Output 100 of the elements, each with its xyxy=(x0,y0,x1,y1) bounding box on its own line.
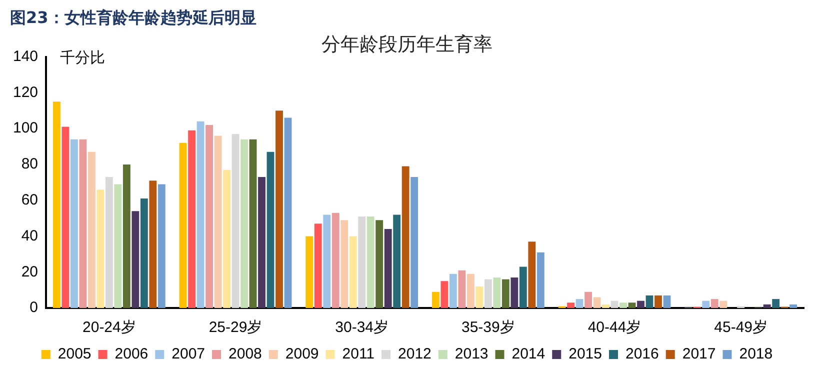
bar xyxy=(663,295,671,308)
bar xyxy=(122,164,130,308)
bar xyxy=(402,166,410,308)
bar xyxy=(466,274,474,308)
bar xyxy=(620,302,627,308)
legend-label: 2015 xyxy=(568,346,602,363)
x-tick-label: 20-24岁 xyxy=(82,319,136,336)
bar xyxy=(358,216,366,308)
bar xyxy=(266,152,274,308)
bar xyxy=(196,121,204,308)
bar xyxy=(720,300,728,308)
bar xyxy=(602,304,610,308)
bar xyxy=(772,299,780,308)
bar xyxy=(654,295,662,308)
bar xyxy=(646,295,654,308)
bar xyxy=(340,220,348,308)
legend-label: 2012 xyxy=(398,346,432,363)
bar xyxy=(62,126,70,308)
legend-label: 2016 xyxy=(625,346,659,363)
bar xyxy=(132,211,140,308)
bar xyxy=(584,292,592,308)
bar xyxy=(306,236,314,308)
bar xyxy=(576,299,584,308)
legend-label: 2006 xyxy=(114,346,148,363)
bar xyxy=(528,242,536,308)
legend-label: 2017 xyxy=(682,346,716,363)
bar xyxy=(158,184,166,308)
bar xyxy=(440,281,448,308)
bar xyxy=(628,302,636,308)
y-tick-label: 60 xyxy=(21,191,38,208)
bar xyxy=(258,177,266,308)
legend-label: 2009 xyxy=(285,346,319,363)
bar xyxy=(79,139,87,308)
bar xyxy=(323,214,331,308)
bar xyxy=(702,300,710,308)
legend-label: 2011 xyxy=(342,346,375,363)
bar xyxy=(637,300,644,308)
bar xyxy=(432,292,440,308)
bar xyxy=(536,252,544,308)
bar xyxy=(249,139,257,308)
chart-title: 分年龄段历年生育率 xyxy=(322,33,492,56)
bar xyxy=(567,302,574,308)
bar xyxy=(96,190,104,308)
bar xyxy=(105,177,113,308)
bar xyxy=(206,124,213,308)
legend-label: 2005 xyxy=(58,346,92,363)
y-tick-label: 120 xyxy=(12,84,38,101)
legend-label: 2018 xyxy=(739,346,773,363)
bar xyxy=(214,136,222,308)
x-tick-label: 35-39岁 xyxy=(461,319,515,336)
bar xyxy=(376,220,384,308)
bar xyxy=(349,236,357,308)
bar xyxy=(179,142,187,308)
bar xyxy=(188,130,196,308)
bar xyxy=(149,180,157,308)
y-axis-title: 千分比 xyxy=(60,48,106,67)
bar xyxy=(276,110,283,308)
bar xyxy=(410,177,418,308)
bar xyxy=(763,304,771,308)
bar xyxy=(710,299,718,308)
legend-label: 2014 xyxy=(512,346,546,363)
y-tick-label: 80 xyxy=(21,156,38,173)
bar xyxy=(314,224,322,308)
bar xyxy=(593,297,601,308)
bar xyxy=(493,277,501,308)
bar xyxy=(70,139,78,308)
bar xyxy=(502,279,510,308)
chart-subtitle: 图23：女性育龄年龄趋势延后明显 xyxy=(9,7,258,29)
legend-label: 2007 xyxy=(172,346,206,363)
bar xyxy=(458,270,466,308)
y-tick-label: 40 xyxy=(21,227,38,244)
x-tick-label: 45-49岁 xyxy=(714,319,768,336)
bar xyxy=(53,102,60,308)
y-tick-label: 20 xyxy=(21,263,38,280)
bar xyxy=(140,198,148,308)
bar xyxy=(223,170,230,308)
y-tick-label: 100 xyxy=(12,120,38,137)
bar xyxy=(449,274,457,308)
legend-label: 2008 xyxy=(228,346,262,363)
bar xyxy=(484,279,492,308)
x-tick-label: 25-29岁 xyxy=(208,319,262,336)
bar xyxy=(790,304,798,308)
y-tick-label: 140 xyxy=(12,48,38,65)
x-tick-label: 40-44岁 xyxy=(588,319,642,336)
bar xyxy=(519,266,527,308)
x-tick-label: 30-34岁 xyxy=(335,319,389,336)
bar xyxy=(332,212,340,308)
bar xyxy=(476,286,484,308)
bar xyxy=(610,300,618,308)
bar xyxy=(88,152,96,308)
y-tick-label: 0 xyxy=(30,299,38,316)
bar xyxy=(366,216,374,308)
legend-label: 2013 xyxy=(454,346,488,363)
bar xyxy=(393,214,401,308)
bar xyxy=(510,277,518,308)
bar xyxy=(284,118,292,308)
bar xyxy=(232,134,240,308)
bar xyxy=(384,229,392,308)
bar xyxy=(240,139,248,308)
bar xyxy=(114,184,122,308)
